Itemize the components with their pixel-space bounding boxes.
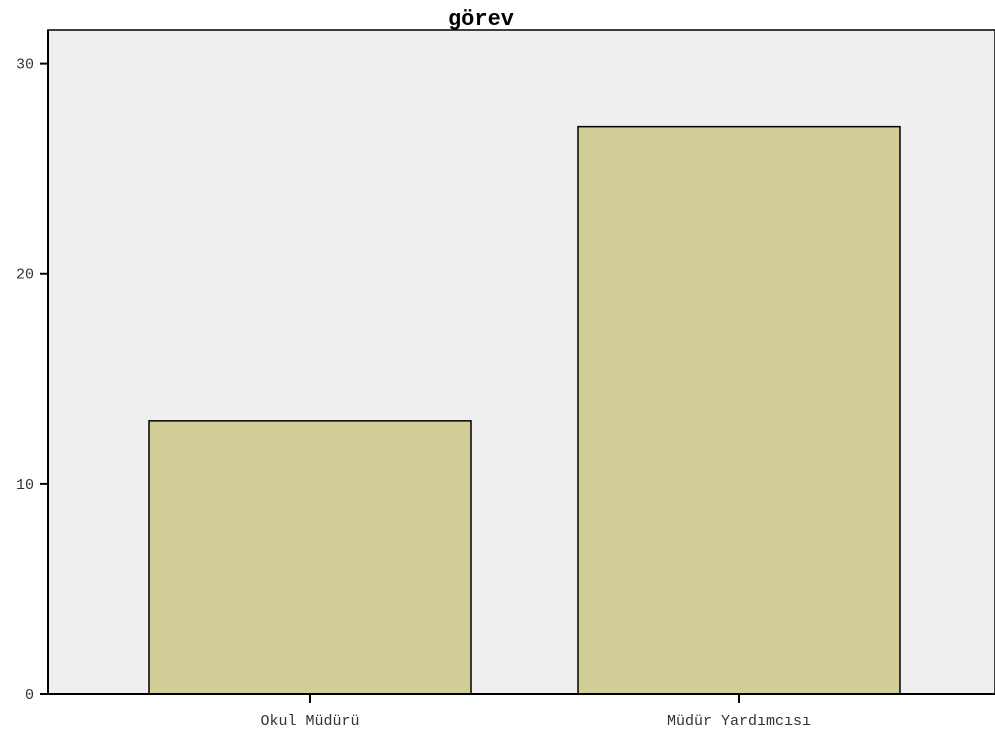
- y-tick-label: 30: [16, 57, 34, 74]
- x-category-label: Okul Müdürü: [260, 713, 359, 730]
- y-ticks: 0 10 20 30: [16, 57, 48, 704]
- chart-title: görev: [448, 7, 514, 32]
- y-tick-label: 10: [16, 477, 34, 494]
- axes: [47, 30, 995, 695]
- bar-1: [148, 420, 472, 695]
- bar-2: [577, 125, 901, 695]
- x-ticks: Okul Müdürü Müdür Yardımcısı: [260, 694, 811, 730]
- y-tick-label: 20: [16, 267, 34, 284]
- x-category-label: Müdür Yardımcısı: [667, 713, 811, 730]
- y-tick-label: 0: [25, 687, 34, 704]
